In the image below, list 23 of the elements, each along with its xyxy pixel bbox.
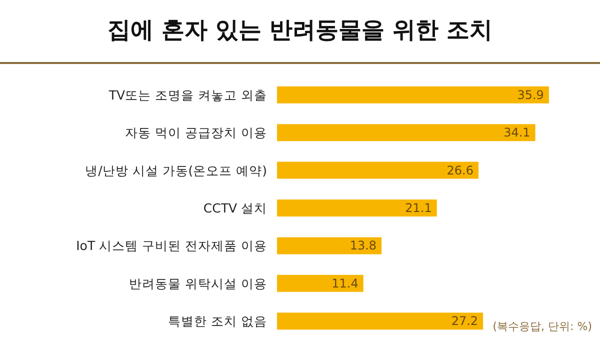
- y-tick-label: IoT 시스템 구비된 전자제품 이용: [76, 238, 267, 254]
- data-label: 11.4: [332, 276, 358, 290]
- bar: [277, 200, 437, 216]
- data-label: 26.6: [446, 163, 474, 178]
- y-tick-label: 특별한 조치 없음: [168, 314, 267, 329]
- data-label: 27.2: [451, 314, 478, 328]
- chart-title: 집에 혼자 있는 반려동물을 위한 조치: [107, 18, 493, 44]
- y-tick-label: 자동 먹이 공급장치 이용: [125, 125, 267, 140]
- bar: [277, 274, 364, 292]
- data-label: 21.1: [405, 201, 432, 215]
- y-tick-label: TV또는 조명을 켜놓고 외출: [108, 87, 267, 102]
- bar: [277, 237, 382, 254]
- annotation: (복수응답, 단위: %): [492, 320, 592, 333]
- y-tick-label: 냉/난방 시설 가동(온오프 예약): [85, 162, 267, 178]
- y-tick-label: 반려동물 위탁시설 이용: [129, 276, 267, 291]
- bar: [277, 162, 478, 179]
- data-label: 34.1: [504, 126, 530, 140]
- y-tick-label: CCTV 설치: [203, 200, 267, 216]
- bar: [277, 312, 484, 330]
- bar: [277, 124, 536, 142]
- bar: [277, 86, 549, 104]
- data-label: 13.8: [350, 238, 377, 253]
- data-label: 35.9: [517, 88, 544, 102]
